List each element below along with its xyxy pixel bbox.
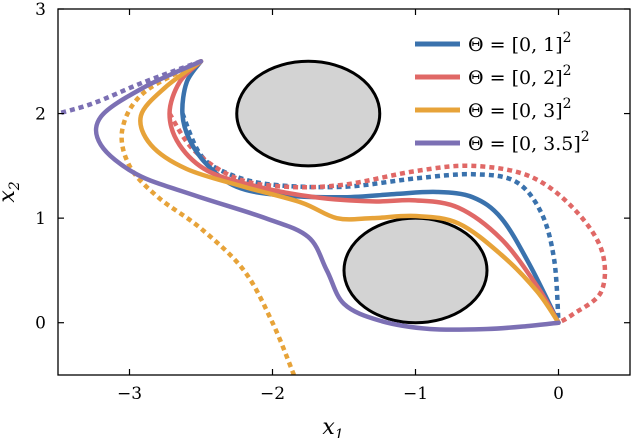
legend-label: Θ = [0, 3]2 — [468, 96, 572, 122]
svg-text:x1: x1 — [322, 415, 343, 438]
legend-label-sup: 2 — [563, 63, 572, 79]
ticks: −3 −2 −1 0 0 1 2 3 — [35, 0, 630, 404]
x-tick-label: −3 — [117, 384, 142, 404]
x-tick-label: −1 — [403, 384, 428, 404]
x-tick-label: 0 — [553, 384, 564, 404]
x-tick-label: −2 — [260, 384, 285, 404]
legend-label-sup: 2 — [581, 129, 590, 145]
obstacles — [235, 59, 489, 325]
legend-entry-2: Θ = [0, 2]2 — [415, 63, 572, 89]
legend-label-sup: 2 — [563, 30, 572, 46]
legend-entry-4: Θ = [0, 3.5]2 — [415, 129, 590, 155]
legend-entry-3: Θ = [0, 3]2 — [415, 96, 572, 122]
legend-label-main: Θ = [0, 2] — [468, 67, 563, 89]
series-2-solid-line — [167, 59, 561, 325]
svg-text:x2: x2 — [0, 181, 23, 202]
x-axis-label: x1 — [322, 415, 343, 438]
series-4-solid-line — [93, 59, 561, 332]
y-tick-label: 0 — [35, 314, 46, 334]
legend-entry-1: Θ = [0, 1]2 — [415, 30, 572, 56]
legend-label-main: Θ = [0, 3.5] — [468, 133, 581, 155]
obstacle-2 — [342, 216, 489, 325]
plot-background — [58, 9, 630, 375]
legend-label: Θ = [0, 3.5]2 — [468, 129, 590, 155]
y-axis-label-sub: 2 — [7, 181, 23, 191]
y-axis-label-main: x — [0, 190, 20, 203]
legend: Θ = [0, 1]2Θ = [0, 2]2Θ = [0, 3]2Θ = [0,… — [415, 30, 590, 155]
series-3-dotted-line — [119, 59, 297, 375]
x-axis-label-main: x — [322, 415, 335, 438]
legend-label-main: Θ = [0, 3] — [468, 100, 563, 122]
legend-label-sup: 2 — [563, 96, 572, 112]
series-3-solid-line — [138, 59, 561, 325]
legend-label: Θ = [0, 2]2 — [468, 63, 572, 89]
y-tick-label: 1 — [35, 209, 46, 229]
obstacle-1 — [235, 59, 382, 168]
legend-label: Θ = [0, 1]2 — [468, 30, 572, 56]
y-axis-label: x2 — [0, 181, 23, 202]
y-tick-label: 3 — [35, 0, 46, 20]
legend-label-main: Θ = [0, 1] — [468, 34, 563, 56]
series-2-dotted-line — [167, 112, 608, 325]
trajectories — [58, 59, 608, 375]
y-tick-label: 2 — [35, 105, 46, 125]
plot-frame — [57, 8, 631, 376]
x-axis-label-sub: 1 — [335, 427, 344, 438]
